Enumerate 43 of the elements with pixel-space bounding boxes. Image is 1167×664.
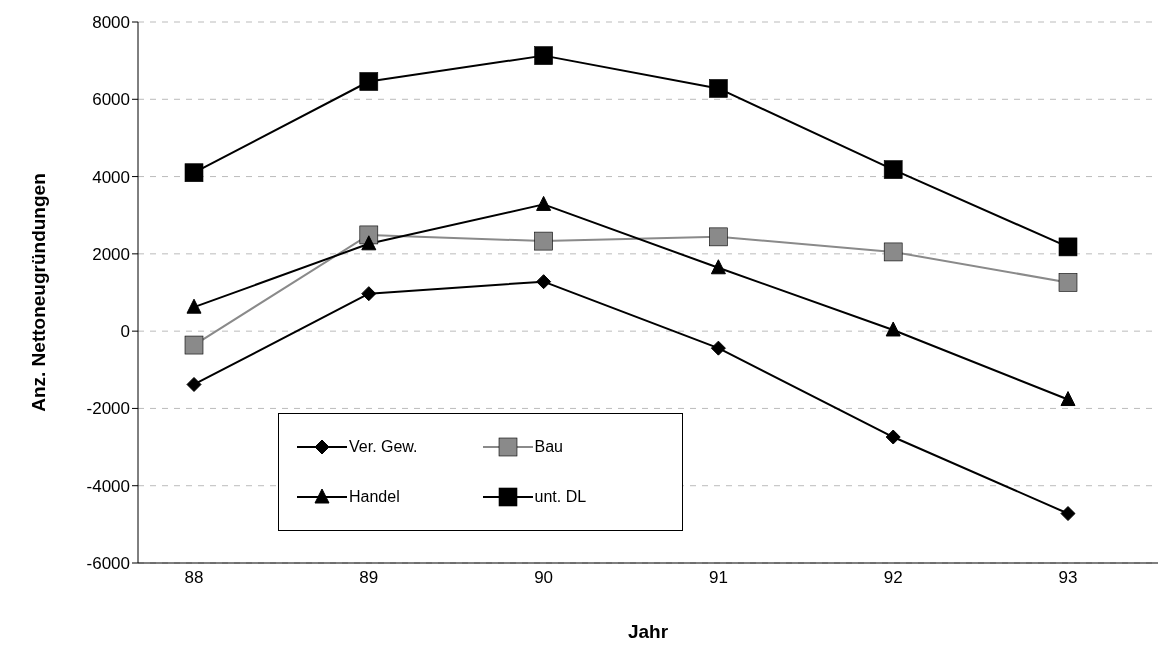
- point: [184, 163, 204, 183]
- x-tick-label: 93: [1058, 568, 1078, 588]
- legend-label: unt. DL: [534, 488, 587, 506]
- point: [184, 335, 204, 355]
- legend-label: Ver. Gew.: [349, 438, 418, 456]
- y-tick-label: 4000: [92, 167, 130, 187]
- point: [186, 376, 202, 392]
- point: [1060, 391, 1076, 407]
- y-tick-label: -2000: [86, 399, 130, 419]
- point: [536, 274, 552, 290]
- y-tick-label: -6000: [86, 554, 130, 574]
- y-axis-title: Anz. Nettoneugründungen: [27, 173, 49, 412]
- point: [885, 429, 901, 445]
- point: [1058, 273, 1078, 292]
- legend-label: Bau: [534, 438, 563, 456]
- point: [710, 259, 726, 275]
- point: [534, 46, 553, 65]
- y-tick-label: -4000: [86, 476, 130, 496]
- point: [536, 195, 552, 211]
- point: [186, 298, 202, 314]
- point: [883, 242, 903, 262]
- point: [361, 286, 377, 302]
- point: [885, 321, 901, 337]
- y-tick-label: 2000: [92, 244, 130, 264]
- x-tick-label: 90: [534, 568, 554, 588]
- x-tick-label: 91: [708, 568, 728, 588]
- y-tick-label: 0: [120, 322, 130, 342]
- y-tick-label: 8000: [92, 13, 130, 33]
- point: [1058, 237, 1078, 257]
- legend-label: Handel: [349, 488, 400, 506]
- point: [709, 227, 728, 247]
- x-axis-title: Jahr: [627, 621, 669, 642]
- x-tick-label: 92: [883, 568, 903, 588]
- y-tick-label: 6000: [92, 90, 130, 110]
- point: [709, 79, 728, 98]
- point: [534, 231, 553, 251]
- point: [710, 340, 726, 356]
- point: [359, 72, 379, 91]
- point: [1060, 506, 1076, 522]
- x-tick-label: 88: [184, 568, 204, 588]
- point: [361, 235, 377, 251]
- x-tick-label: 89: [359, 568, 379, 588]
- point: [883, 160, 903, 179]
